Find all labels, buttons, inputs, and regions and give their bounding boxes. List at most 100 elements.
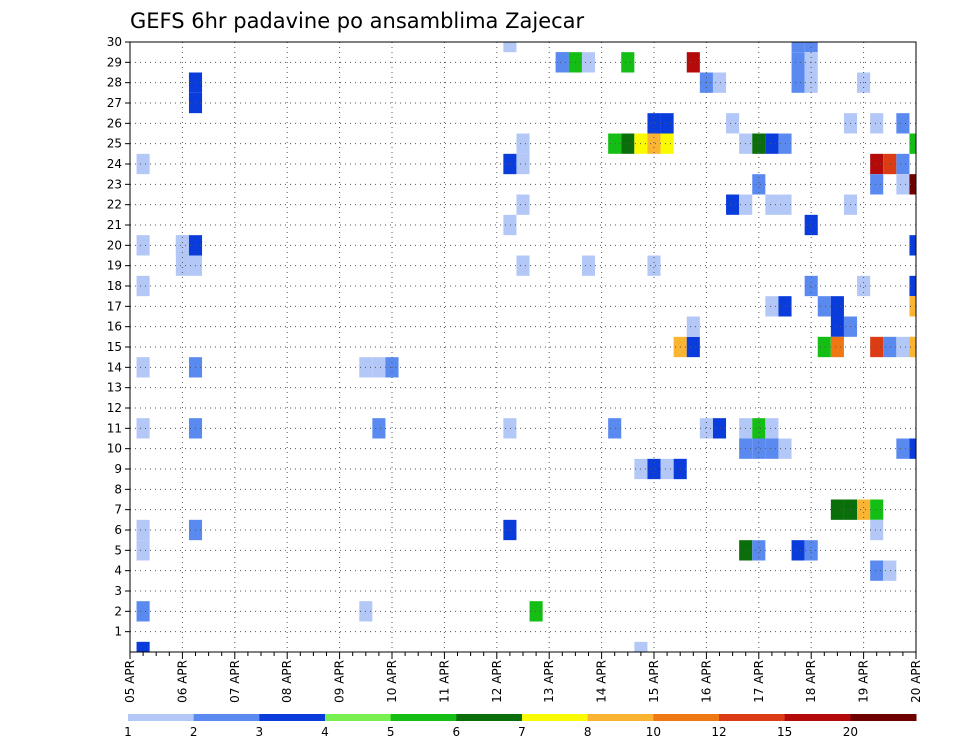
heatmap-cell [870, 113, 884, 134]
heatmap-cell [804, 214, 818, 236]
legend-label: 12 [711, 725, 726, 739]
heatmap-cell [136, 601, 150, 622]
heatmap-cell [909, 174, 916, 195]
heatmap-cell [712, 72, 727, 93]
heatmap-cell [870, 519, 884, 541]
heatmap-cell [686, 316, 700, 337]
x-tick-label: 07 APR [228, 660, 242, 703]
heatmap-cells [136, 42, 936, 652]
heatmap-cell [791, 540, 805, 561]
heatmap-cell [647, 255, 661, 276]
x-tick-label: 18 APR [804, 660, 818, 703]
y-tick-label: 22 [107, 198, 122, 212]
x-tick-label: 10 APR [385, 660, 399, 703]
heatmap-cell [883, 336, 897, 358]
heatmap-cell [136, 357, 150, 378]
x-tick-label: 17 APR [752, 660, 766, 703]
heatmap-cell [503, 153, 517, 175]
y-tick-label: 13 [107, 381, 122, 395]
x-tick-label: 09 APR [333, 660, 347, 703]
heatmap-cell [765, 438, 779, 459]
heatmap-cell [870, 174, 884, 195]
legend-label: 4 [321, 725, 329, 739]
heatmap-cell [136, 275, 150, 297]
y-tick-label: 27 [107, 96, 122, 110]
x-tick-label: 19 APR [857, 660, 871, 703]
y-tick-label: 6 [114, 523, 122, 537]
y-tick-label: 19 [107, 259, 122, 273]
x-tick-label: 14 APR [595, 660, 609, 703]
heatmap-cell [608, 418, 622, 439]
heatmap-cell [896, 336, 910, 358]
heatmap-cell [136, 540, 150, 561]
y-tick-label: 7 [114, 503, 122, 517]
heatmap-cell [765, 296, 779, 317]
heatmap-cell [581, 52, 596, 73]
heatmap-cell [647, 133, 661, 154]
heatmap-cell [923, 296, 936, 316]
heatmap-cell [870, 336, 884, 358]
heatmap-cell [555, 52, 569, 73]
y-tick-label: 8 [114, 482, 122, 496]
heatmap-cell [909, 275, 916, 297]
heatmap-cell [923, 174, 936, 194]
legend-swatch [193, 714, 260, 721]
heatmap-cell [686, 52, 700, 73]
heatmap-cell [883, 560, 897, 581]
heatmap-cell [923, 439, 936, 459]
heatmap-cell [516, 194, 530, 215]
heatmap-cell [660, 458, 674, 480]
heatmap-cell [712, 418, 727, 439]
heatmap-cell [136, 418, 150, 439]
x-tick-label: 16 APR [699, 660, 713, 703]
heatmap-cell [752, 438, 766, 459]
heatmap-cell [870, 153, 884, 175]
heatmap-cell [136, 641, 150, 652]
y-tick-label: 20 [107, 238, 122, 252]
legend-label: 5 [387, 725, 395, 739]
heatmap-cell [529, 601, 543, 622]
heatmap-cell [923, 317, 936, 337]
legend-swatch [653, 714, 720, 721]
heatmap-cell [870, 499, 884, 520]
legend-label: 20 [843, 725, 858, 739]
heatmap-cell [896, 438, 910, 459]
legend-label: 15 [777, 725, 792, 739]
heatmap-cell [923, 276, 936, 296]
heatmap-cell [791, 72, 805, 93]
y-tick-label: 18 [107, 279, 122, 293]
y-tick-label: 4 [114, 564, 122, 578]
y-tick-label: 3 [114, 584, 122, 598]
legend-swatch [719, 714, 786, 721]
legend-label: 2 [190, 725, 198, 739]
y-tick-label: 2 [114, 604, 122, 618]
y-tick-label: 28 [107, 76, 122, 90]
heatmap-cell [896, 113, 910, 134]
heatmap-cell [909, 438, 916, 459]
heatmap-cell [726, 194, 740, 215]
y-tick-label: 5 [114, 543, 122, 557]
heatmap-cell [857, 499, 871, 520]
heatmap-cell [660, 133, 674, 154]
heatmap-cell [909, 336, 916, 358]
heatmap-cell [503, 519, 517, 541]
heatmap-cell [909, 133, 916, 154]
heatmap-cell [765, 133, 779, 154]
legend-swatch [587, 714, 654, 721]
heatmap-cell [752, 540, 766, 561]
heatmap-cell [608, 133, 622, 154]
x-tick-label: 11 APR [437, 660, 451, 703]
heatmap-cell [686, 336, 700, 358]
heatmap-cell [923, 52, 936, 72]
y-tick-label: 17 [107, 299, 122, 313]
x-tick-label: 05 APR [123, 660, 137, 703]
legend-swatch [325, 714, 392, 721]
y-tick-label: 30 [107, 35, 122, 49]
legend-swatch [522, 714, 589, 721]
legend-swatch [784, 714, 851, 721]
y-tick-label: 21 [107, 218, 122, 232]
heatmap-cell [883, 153, 897, 175]
heatmap-cell [136, 235, 150, 256]
heatmap-cell [503, 42, 517, 53]
